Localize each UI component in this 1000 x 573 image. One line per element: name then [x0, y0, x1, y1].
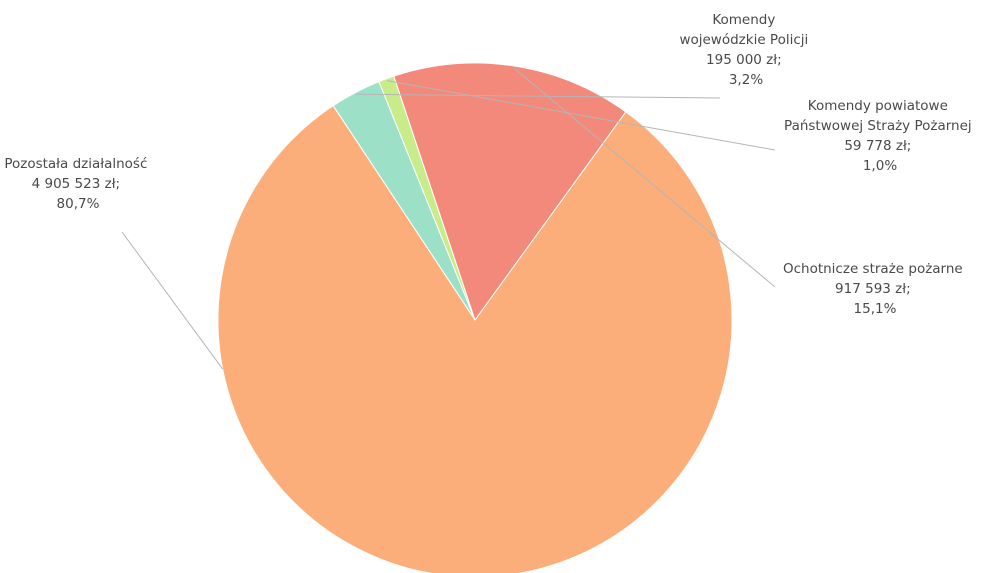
label-name-line: Pozostała działalność	[4, 156, 147, 172]
label-komendy-powiatowe-psp: Komendy powiatowe Państwowej Straży Poża…	[784, 98, 976, 174]
label-value: 4 905 523 zł;	[32, 176, 120, 192]
label-ochotnicze-straze: Ochotnicze straże pożarne 917 593 zł; 15…	[783, 261, 967, 317]
label-name-line: Państwowej Straży Pożarnej	[784, 118, 972, 134]
label-value: 59 778 zł;	[844, 138, 911, 154]
leader-lines	[121, 67, 776, 370]
label-komendy-wojewodzkie: Komendy wojewódzkie Policji 195 000 zł; …	[679, 12, 812, 88]
leader-line	[513, 67, 776, 288]
slice-ochotnicze-straze	[393, 62, 627, 322]
label-name-line: Ochotnicze straże pożarne	[783, 261, 963, 277]
label-pozostala-dzialalnosc: Pozostała działalność 4 905 523 zł; 80,7…	[4, 156, 151, 212]
label-name-line: Komendy	[712, 12, 775, 28]
pie-slices	[217, 62, 733, 573]
slice-pozostala-dzialalnosc	[217, 104, 733, 573]
label-value: 917 593 zł;	[835, 281, 911, 297]
label-value: 195 000 zł;	[706, 52, 782, 68]
leader-line	[121, 231, 224, 370]
label-name-line: Komendy powiatowe	[808, 98, 948, 114]
label-percent: 3,2%	[729, 72, 763, 88]
label-percent: 1,0%	[863, 158, 897, 174]
label-percent: 80,7%	[57, 196, 100, 212]
leader-line	[386, 80, 776, 151]
label-percent: 15,1%	[854, 301, 897, 317]
leader-line	[356, 93, 721, 99]
label-name-line: wojewódzkie Policji	[679, 32, 808, 48]
